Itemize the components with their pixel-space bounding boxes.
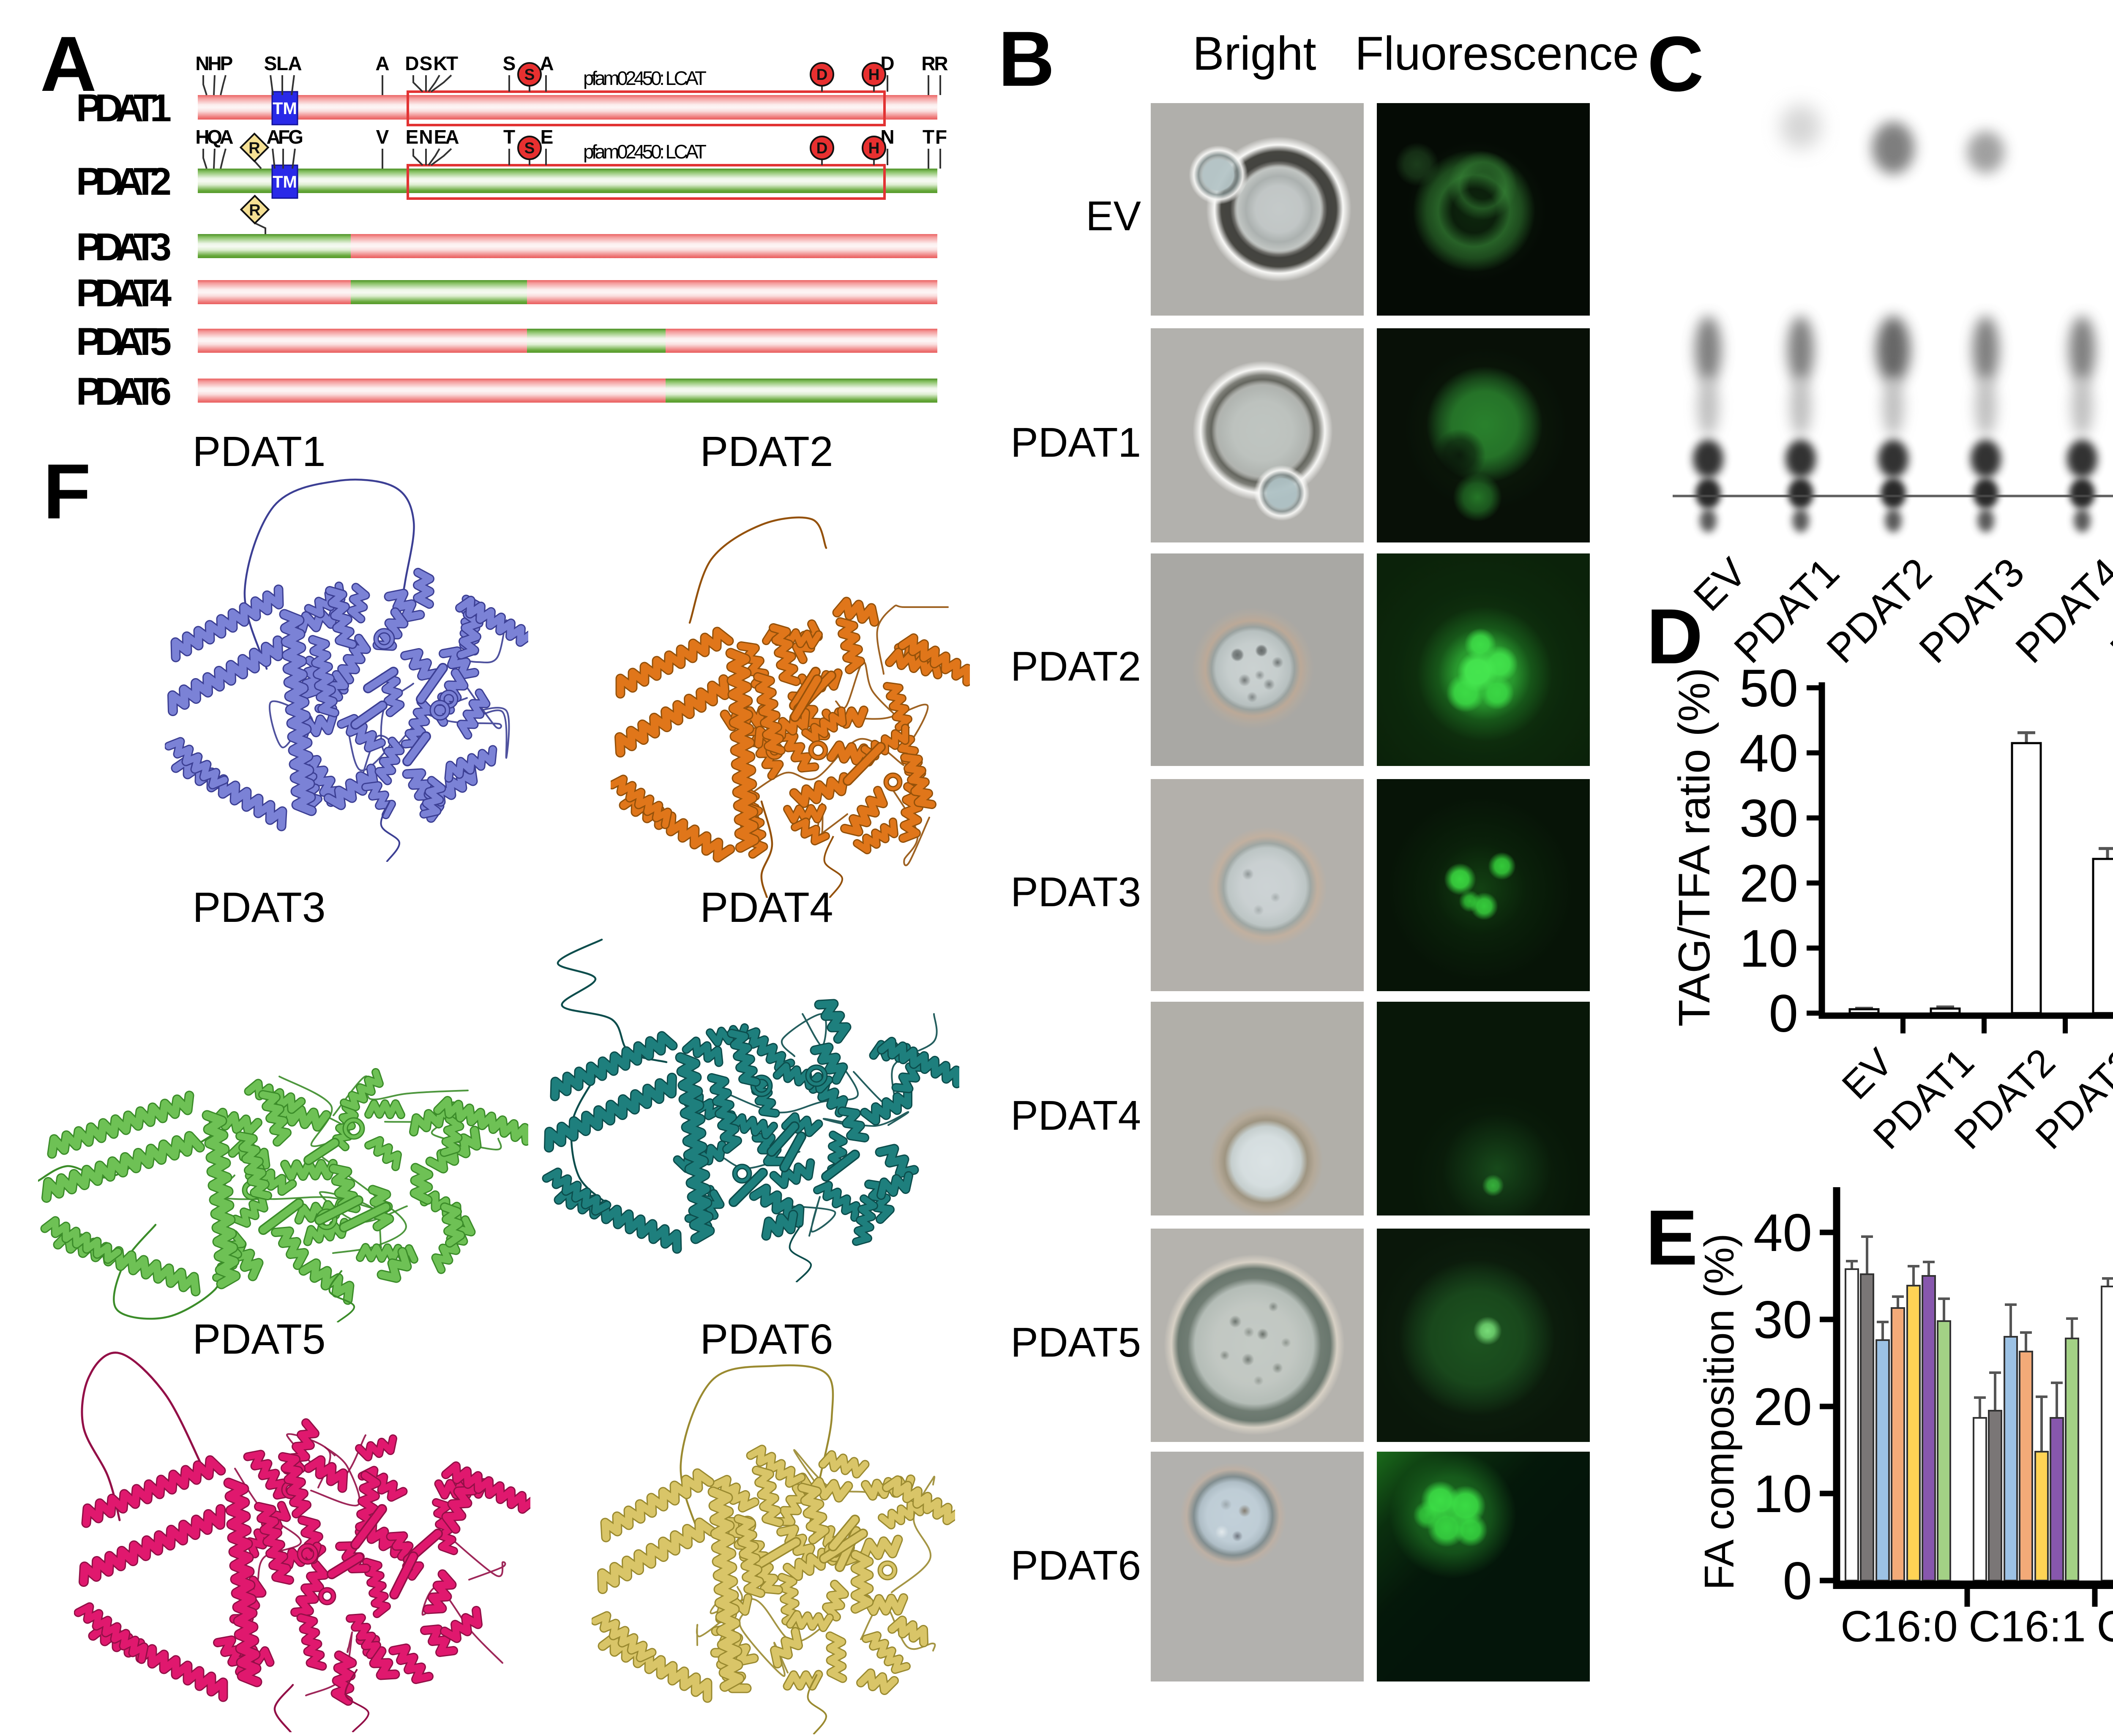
svg-text:20: 20 — [1739, 854, 1798, 913]
svg-text:C16:0: C16:0 — [1840, 1602, 1958, 1651]
svg-text:T: T — [446, 52, 458, 74]
svg-text:pfam02450: LCAT: pfam02450: LCAT — [583, 141, 707, 163]
svg-text:S: S — [420, 52, 433, 74]
svg-text:D: D — [816, 66, 828, 83]
svg-text:30: 30 — [1753, 1291, 1812, 1349]
svg-text:Q: Q — [207, 126, 222, 148]
svg-text:PDAT6: PDAT6 — [76, 370, 172, 413]
svg-text:PDAT2: PDAT2 — [76, 160, 172, 203]
svg-text:40: 40 — [1739, 724, 1798, 783]
svg-text:50: 50 — [1739, 659, 1798, 718]
svg-text:0: 0 — [1783, 1552, 1812, 1611]
svg-text:R: R — [248, 139, 260, 157]
svg-text:PDAT5: PDAT5 — [76, 320, 172, 363]
svg-text:T: T — [503, 126, 515, 148]
svg-text:G: G — [288, 126, 303, 148]
svg-text:R: R — [921, 52, 935, 74]
svg-text:A: A — [540, 52, 554, 74]
svg-text:A: A — [445, 126, 459, 148]
svg-text:N: N — [195, 52, 209, 74]
svg-text:PDAT3: PDAT3 — [76, 226, 172, 269]
svg-text:V: V — [376, 126, 389, 148]
svg-text:C16:1: C16:1 — [1968, 1602, 2086, 1651]
svg-text:PDAT4: PDAT4 — [76, 272, 172, 315]
svg-text:S: S — [264, 52, 277, 74]
svg-text:E: E — [434, 126, 447, 148]
svg-text:S: S — [524, 139, 535, 157]
svg-text:A: A — [375, 52, 389, 74]
svg-text:C18:0: C18:0 — [2097, 1602, 2113, 1651]
svg-text:20: 20 — [1753, 1378, 1812, 1436]
svg-text:TM: TM — [273, 173, 297, 191]
svg-text:S: S — [524, 66, 535, 83]
svg-text:30: 30 — [1739, 789, 1798, 848]
svg-text:F: F — [935, 126, 947, 148]
svg-text:A: A — [219, 126, 233, 148]
svg-text:T: T — [923, 126, 934, 148]
svg-text:10: 10 — [1753, 1465, 1812, 1523]
svg-text:10: 10 — [1739, 919, 1798, 978]
svg-text:L: L — [276, 52, 288, 74]
svg-text:E: E — [541, 126, 554, 148]
svg-text:pfam02450: LCAT: pfam02450: LCAT — [583, 67, 707, 89]
svg-text:P: P — [220, 52, 233, 74]
svg-text:N: N — [419, 126, 433, 148]
svg-text:E: E — [406, 126, 419, 148]
svg-text:R: R — [249, 202, 260, 219]
svg-text:H: H — [195, 126, 209, 148]
svg-text:F: F — [278, 126, 290, 148]
svg-text:H: H — [868, 66, 880, 83]
svg-text:S: S — [503, 52, 516, 74]
svg-text:0: 0 — [1769, 984, 1798, 1043]
svg-text:A: A — [288, 52, 302, 74]
svg-text:D: D — [405, 52, 419, 74]
svg-text:A: A — [266, 126, 280, 148]
svg-text:TM: TM — [273, 99, 297, 118]
svg-text:H: H — [868, 139, 880, 157]
svg-text:H: H — [207, 52, 221, 74]
svg-text:R: R — [934, 52, 948, 74]
svg-text:PDAT1: PDAT1 — [76, 87, 172, 130]
svg-text:K: K — [433, 52, 447, 74]
svg-text:D: D — [816, 139, 828, 157]
svg-text:40: 40 — [1753, 1204, 1812, 1262]
